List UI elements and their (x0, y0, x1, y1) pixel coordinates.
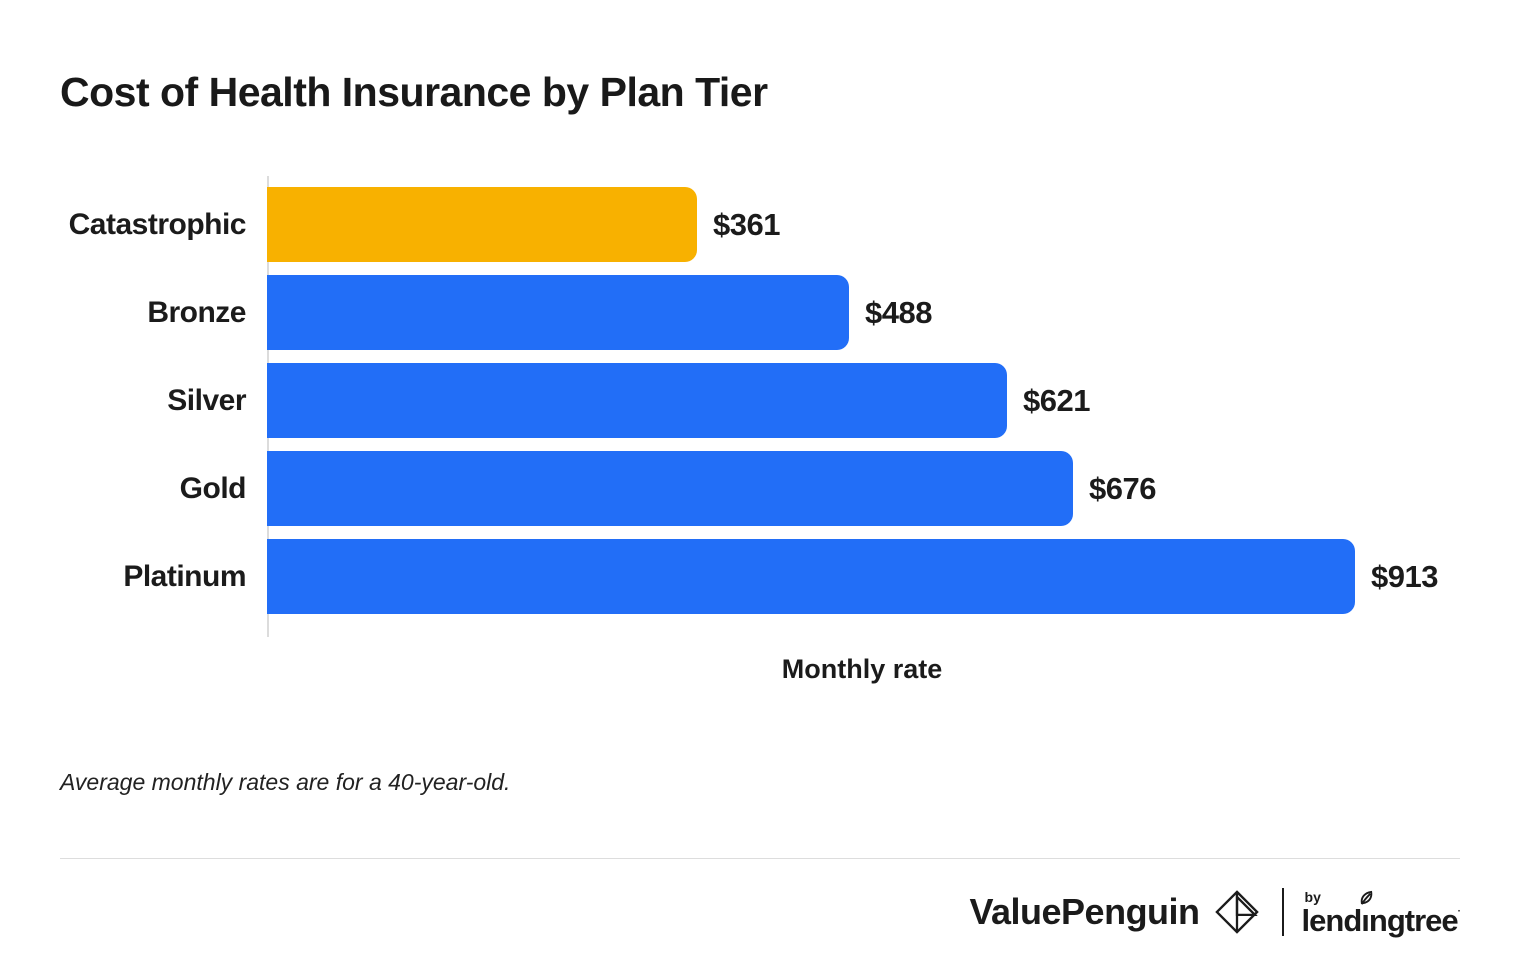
bar-value: $621 (1023, 382, 1090, 418)
bar-label: Platinum (123, 559, 246, 593)
bar-label: Silver (167, 383, 246, 417)
x-axis-label: Monthly rate (781, 654, 943, 685)
bar-value: $913 (1371, 558, 1438, 594)
leaf-icon (1361, 890, 1373, 905)
lendingtree-logo: by lendı ngtree· (1302, 888, 1462, 938)
trademark-mark: · (1457, 905, 1462, 917)
by-label: by (1304, 888, 1321, 905)
valuepenguin-wordmark: ValuePenguin (969, 891, 1200, 932)
bar-value: $676 (1089, 470, 1156, 506)
bar-value: $488 (865, 294, 932, 330)
bar-track: $621 (267, 363, 1520, 439)
chart-row: Catastrophic $361 (0, 187, 1520, 263)
footer-divider (1281, 888, 1284, 936)
bar (267, 275, 849, 351)
chart-row: Silver $621 (0, 363, 1520, 439)
bar (267, 187, 697, 263)
chart-title: Cost of Health Insurance by Plan Tier (60, 69, 768, 115)
bar-track: $488 (267, 275, 1520, 351)
bar-chart: Catastrophic $361 Bronze $488 Silver $62… (0, 176, 1520, 685)
chart-row: Platinum $913 (0, 539, 1520, 615)
valuepenguin-penguin-icon (1214, 890, 1259, 934)
bar (267, 539, 1355, 615)
divider-line (60, 858, 1460, 859)
footnote: Average monthly rates are for a 40-year-… (60, 769, 511, 796)
bar-rows: Catastrophic $361 Bronze $488 Silver $62… (0, 187, 1520, 615)
lendingtree-wordmark: lendı ngtree· (1302, 890, 1462, 938)
bar (267, 451, 1073, 527)
chart-row: Bronze $488 (0, 275, 1520, 351)
bar-label: Bronze (147, 295, 246, 329)
bar-label: Catastrophic (68, 207, 247, 241)
chart-row: Gold $676 (0, 451, 1520, 527)
bar-track: $676 (267, 451, 1520, 527)
bar-value: $361 (713, 206, 780, 242)
footer: ValuePenguin by lendı ngtree· (969, 888, 1462, 938)
bar-track: $913 (267, 539, 1520, 615)
bar (267, 363, 1007, 439)
bar-label: Gold (179, 471, 247, 505)
bar-track: $361 (267, 187, 1520, 263)
